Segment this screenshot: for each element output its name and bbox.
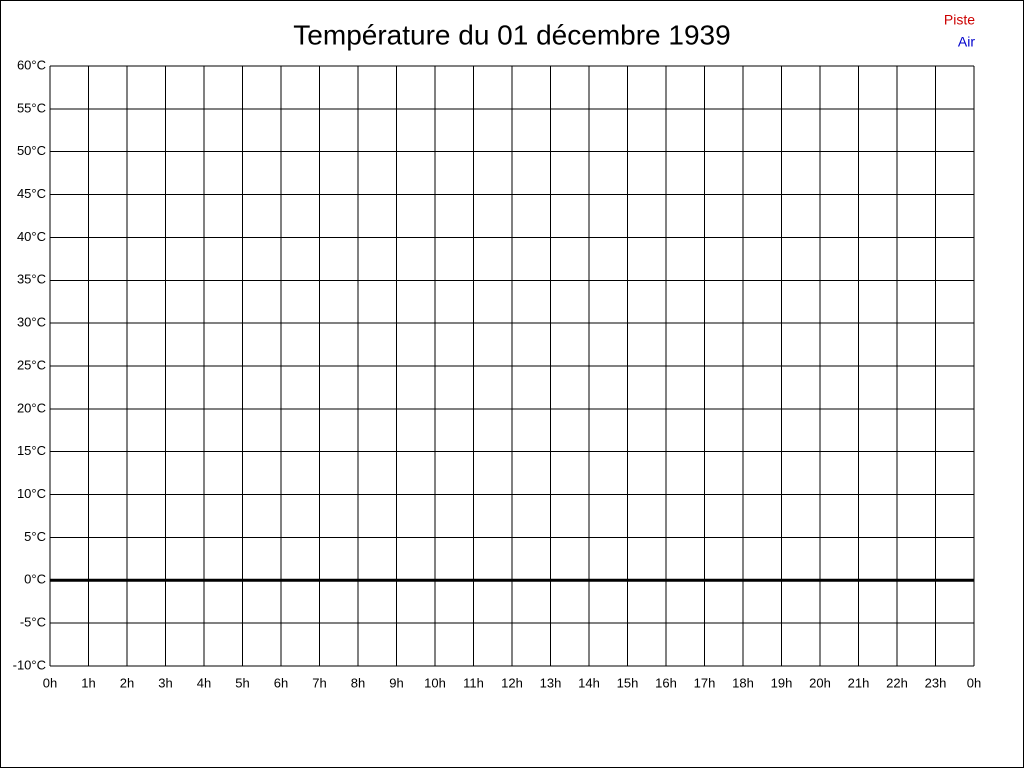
x-tick-label: 15h [617, 675, 639, 690]
y-tick-label: 5°C [24, 529, 46, 544]
x-tick-label: 0h [43, 675, 57, 690]
x-tick-label: 0h [967, 675, 981, 690]
y-tick-label: 45°C [17, 186, 46, 201]
y-tick-label: 15°C [17, 443, 46, 458]
x-tick-label: 23h [925, 675, 947, 690]
legend-entry: Air [958, 34, 975, 50]
chart-title: Température du 01 décembre 1939 [293, 19, 730, 50]
x-tick-label: 6h [274, 675, 288, 690]
x-tick-label: 5h [235, 675, 249, 690]
y-tick-label: 60°C [17, 57, 46, 72]
y-tick-label: 20°C [17, 400, 46, 415]
x-tick-label: 4h [197, 675, 211, 690]
x-tick-label: 19h [771, 675, 793, 690]
y-tick-label: -10°C [13, 657, 46, 672]
x-tick-label: 12h [501, 675, 523, 690]
y-tick-label: 40°C [17, 229, 46, 244]
x-tick-label: 8h [351, 675, 365, 690]
x-tick-label: 18h [732, 675, 754, 690]
y-tick-label: 35°C [17, 272, 46, 287]
y-tick-label: 10°C [17, 486, 46, 501]
x-tick-label: 20h [809, 675, 831, 690]
y-tick-label: 25°C [17, 357, 46, 372]
y-tick-label: 30°C [17, 315, 46, 330]
x-tick-label: 7h [312, 675, 326, 690]
x-tick-label: 13h [540, 675, 562, 690]
x-tick-label: 14h [578, 675, 600, 690]
x-tick-label: 16h [655, 675, 677, 690]
legend-entry: Piste [944, 12, 975, 28]
x-tick-label: 3h [158, 675, 172, 690]
x-tick-label: 22h [886, 675, 908, 690]
y-tick-label: 0°C [24, 572, 46, 587]
x-tick-label: 9h [389, 675, 403, 690]
y-tick-label: -5°C [20, 615, 46, 630]
x-tick-label: 1h [81, 675, 95, 690]
x-tick-label: 21h [848, 675, 870, 690]
x-tick-label: 17h [694, 675, 716, 690]
x-tick-label: 11h [463, 675, 484, 690]
y-tick-label: 50°C [17, 143, 46, 158]
x-tick-label: 10h [424, 675, 446, 690]
x-tick-label: 2h [120, 675, 134, 690]
y-tick-label: 55°C [17, 100, 46, 115]
